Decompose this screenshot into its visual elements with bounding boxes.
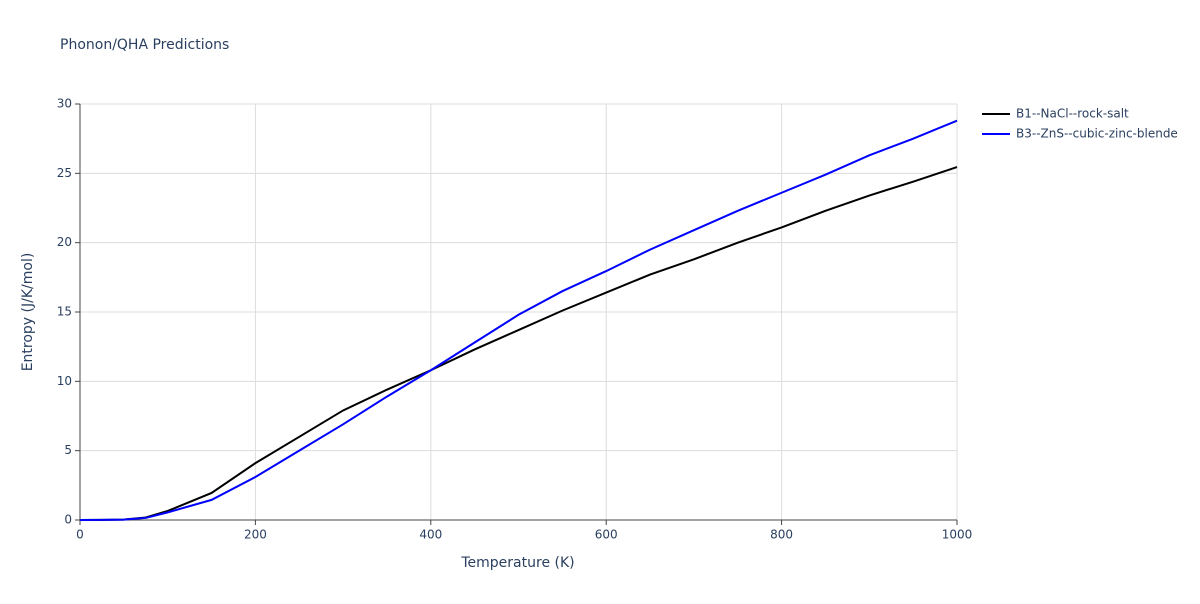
- x-tick-label: 600: [595, 528, 618, 542]
- line: [79, 166, 958, 521]
- x-tick-label: 0: [76, 528, 84, 542]
- y-axis-label: Entropy (J/K/mol): [20, 253, 36, 372]
- legend-label: B3--ZnS--cubic-zinc-blende: [1016, 127, 1178, 141]
- x-tick-label: 1000: [942, 528, 973, 542]
- x-axis-label: Temperature (K): [460, 555, 574, 571]
- y-tick-label: 10: [57, 374, 72, 388]
- y-tick-label: 20: [57, 235, 72, 249]
- x-tick-label: 800: [770, 528, 793, 542]
- chart-title: Phonon/QHA Predictions: [60, 37, 229, 53]
- y-tick-label: 25: [57, 166, 72, 180]
- x-tick-label: 400: [419, 528, 442, 542]
- legend-label: B1--NaCl--rock-salt: [1016, 107, 1129, 121]
- x-tick-label: 200: [244, 528, 267, 542]
- y-tick-label: 0: [64, 513, 72, 527]
- y-tick-label: 30: [57, 97, 72, 111]
- y-tick-label: 15: [57, 305, 72, 319]
- y-tick-label: 5: [64, 443, 72, 457]
- line: [79, 119, 958, 521]
